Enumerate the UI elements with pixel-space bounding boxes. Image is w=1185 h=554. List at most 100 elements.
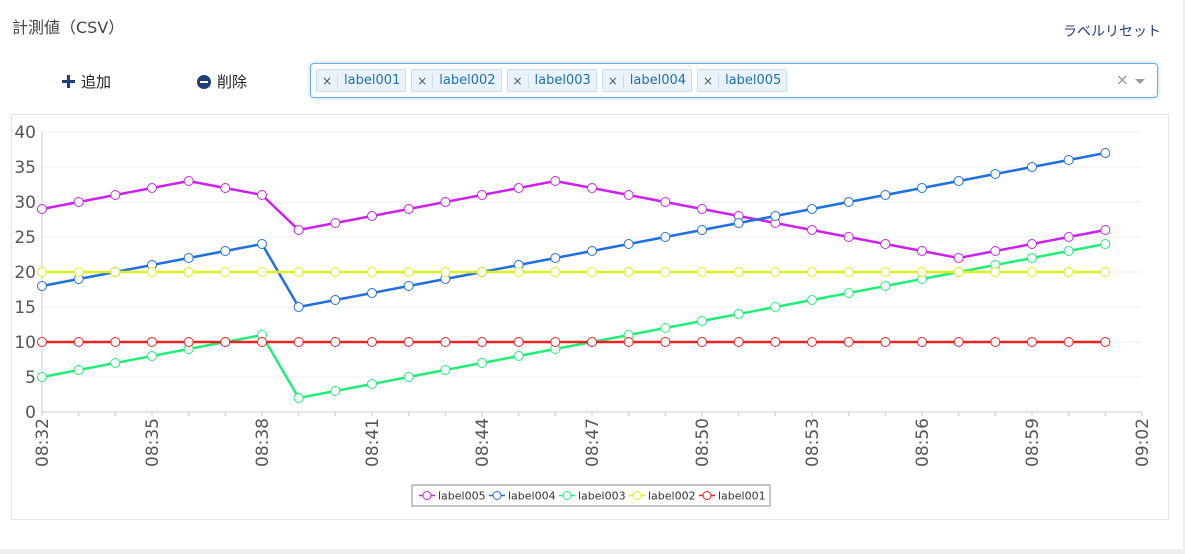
data-point-label001 — [660, 337, 671, 347]
data-point-label003 — [293, 393, 304, 403]
data-point-label003 — [440, 365, 451, 375]
data-point-label005 — [330, 218, 341, 228]
data-point-label005 — [550, 176, 561, 186]
data-point-label004 — [550, 253, 561, 263]
data-point-label003 — [367, 379, 377, 389]
data-point-label002 — [37, 267, 47, 277]
data-point-label004 — [660, 232, 671, 242]
clear-all-icon[interactable]: × — [1115, 70, 1129, 89]
chip-remove-icon[interactable]: × — [508, 73, 529, 88]
data-point-label005 — [1063, 232, 1074, 242]
x-tick-label: 09:02 — [1133, 418, 1153, 467]
data-point-label005 — [623, 190, 634, 200]
legend-marker-label004 — [492, 491, 502, 500]
data-point-label002 — [147, 267, 157, 277]
data-point-label005 — [257, 190, 267, 200]
data-point-label002 — [257, 267, 267, 277]
data-point-label004 — [880, 190, 891, 200]
data-point-label004 — [220, 246, 231, 256]
data-point-label001 — [110, 337, 121, 347]
data-point-label002 — [293, 267, 304, 277]
x-tick-label: 08:56 — [913, 418, 933, 467]
data-point-label005 — [953, 253, 964, 263]
chip-label: label002 — [439, 73, 496, 88]
y-tick-label: 15 — [14, 298, 36, 318]
legend-label: label002 — [648, 490, 696, 503]
label-multiselect[interactable]: × label001 × label002 × label003 × label… — [310, 63, 1158, 98]
chip-label: label004 — [629, 73, 687, 88]
y-tick-label: 40 — [14, 123, 36, 143]
data-point-label003 — [330, 386, 341, 396]
data-point-label002 — [403, 267, 414, 277]
data-point-label001 — [733, 337, 744, 347]
data-point-label002 — [330, 267, 341, 277]
legend-label: label004 — [508, 490, 556, 503]
y-tick-label: 20 — [14, 263, 36, 283]
data-point-label002 — [513, 267, 524, 277]
legend-marker-label002 — [632, 491, 642, 500]
data-point-label003 — [733, 309, 744, 319]
data-point-label002 — [697, 267, 707, 277]
delete-button[interactable]: 削除 — [197, 71, 247, 92]
label-reset-link[interactable]: ラベルリセット — [1063, 24, 1161, 40]
add-button[interactable]: 追加 — [62, 71, 111, 92]
chip-remove-icon[interactable]: × — [412, 73, 434, 88]
data-point-label002 — [1027, 267, 1037, 277]
data-point-label004 — [1100, 148, 1111, 158]
data-point-label001 — [1100, 337, 1111, 347]
data-point-label001 — [953, 337, 964, 347]
data-point-label001 — [843, 337, 854, 347]
data-point-label002 — [1063, 267, 1074, 277]
dropdown-caret-icon[interactable] — [1135, 79, 1145, 84]
minus-circle-icon — [197, 74, 211, 89]
data-point-label001 — [1027, 337, 1037, 347]
data-point-label005 — [477, 190, 487, 200]
data-point-label003 — [1100, 239, 1111, 249]
data-point-label002 — [660, 267, 671, 277]
data-point-label005 — [37, 204, 47, 214]
data-point-label002 — [550, 267, 561, 277]
chip-remove-icon[interactable]: × — [698, 73, 720, 88]
data-point-label004 — [843, 197, 854, 207]
data-point-label001 — [880, 337, 891, 347]
chip-remove-icon[interactable]: × — [317, 73, 338, 88]
data-point-label001 — [293, 337, 304, 347]
x-tick-label: 08:35 — [143, 418, 163, 467]
data-point-label001 — [440, 337, 451, 347]
data-point-label005 — [843, 232, 854, 242]
data-point-label001 — [183, 337, 194, 347]
y-tick-label: 10 — [14, 333, 36, 353]
data-point-label004 — [1063, 155, 1074, 165]
data-point-label001 — [37, 337, 47, 347]
data-point-label001 — [697, 337, 707, 347]
delete-button-label: 削除 — [217, 73, 248, 91]
data-point-label004 — [990, 169, 1001, 179]
data-point-label003 — [477, 358, 487, 368]
data-point-label005 — [110, 190, 121, 200]
label-chip: × label001 — [316, 69, 407, 92]
data-point-label005 — [917, 246, 927, 256]
chip-remove-icon[interactable]: × — [603, 73, 624, 88]
data-point-label005 — [990, 246, 1001, 256]
data-point-label004 — [293, 302, 304, 312]
page-title: 計測値（CSV） — [12, 18, 125, 37]
data-point-label005 — [293, 225, 304, 235]
data-point-label004 — [587, 246, 597, 256]
legend-label: label003 — [578, 490, 626, 503]
data-point-label005 — [73, 197, 84, 207]
label-chip: × label005 — [697, 69, 788, 92]
legend-label: label005 — [438, 490, 486, 503]
data-point-label004 — [697, 225, 707, 235]
data-point-label004 — [1027, 162, 1037, 172]
data-point-label004 — [770, 211, 781, 221]
y-tick-label: 25 — [14, 228, 36, 248]
data-point-label002 — [733, 267, 744, 277]
data-point-label005 — [880, 239, 891, 249]
y-tick-label: 0 — [25, 403, 36, 423]
data-point-label002 — [220, 267, 231, 277]
data-point-label003 — [807, 295, 817, 305]
legend-box — [411, 484, 771, 507]
data-point-label005 — [220, 183, 231, 193]
data-point-label005 — [1100, 225, 1111, 235]
data-point-label002 — [587, 267, 597, 277]
